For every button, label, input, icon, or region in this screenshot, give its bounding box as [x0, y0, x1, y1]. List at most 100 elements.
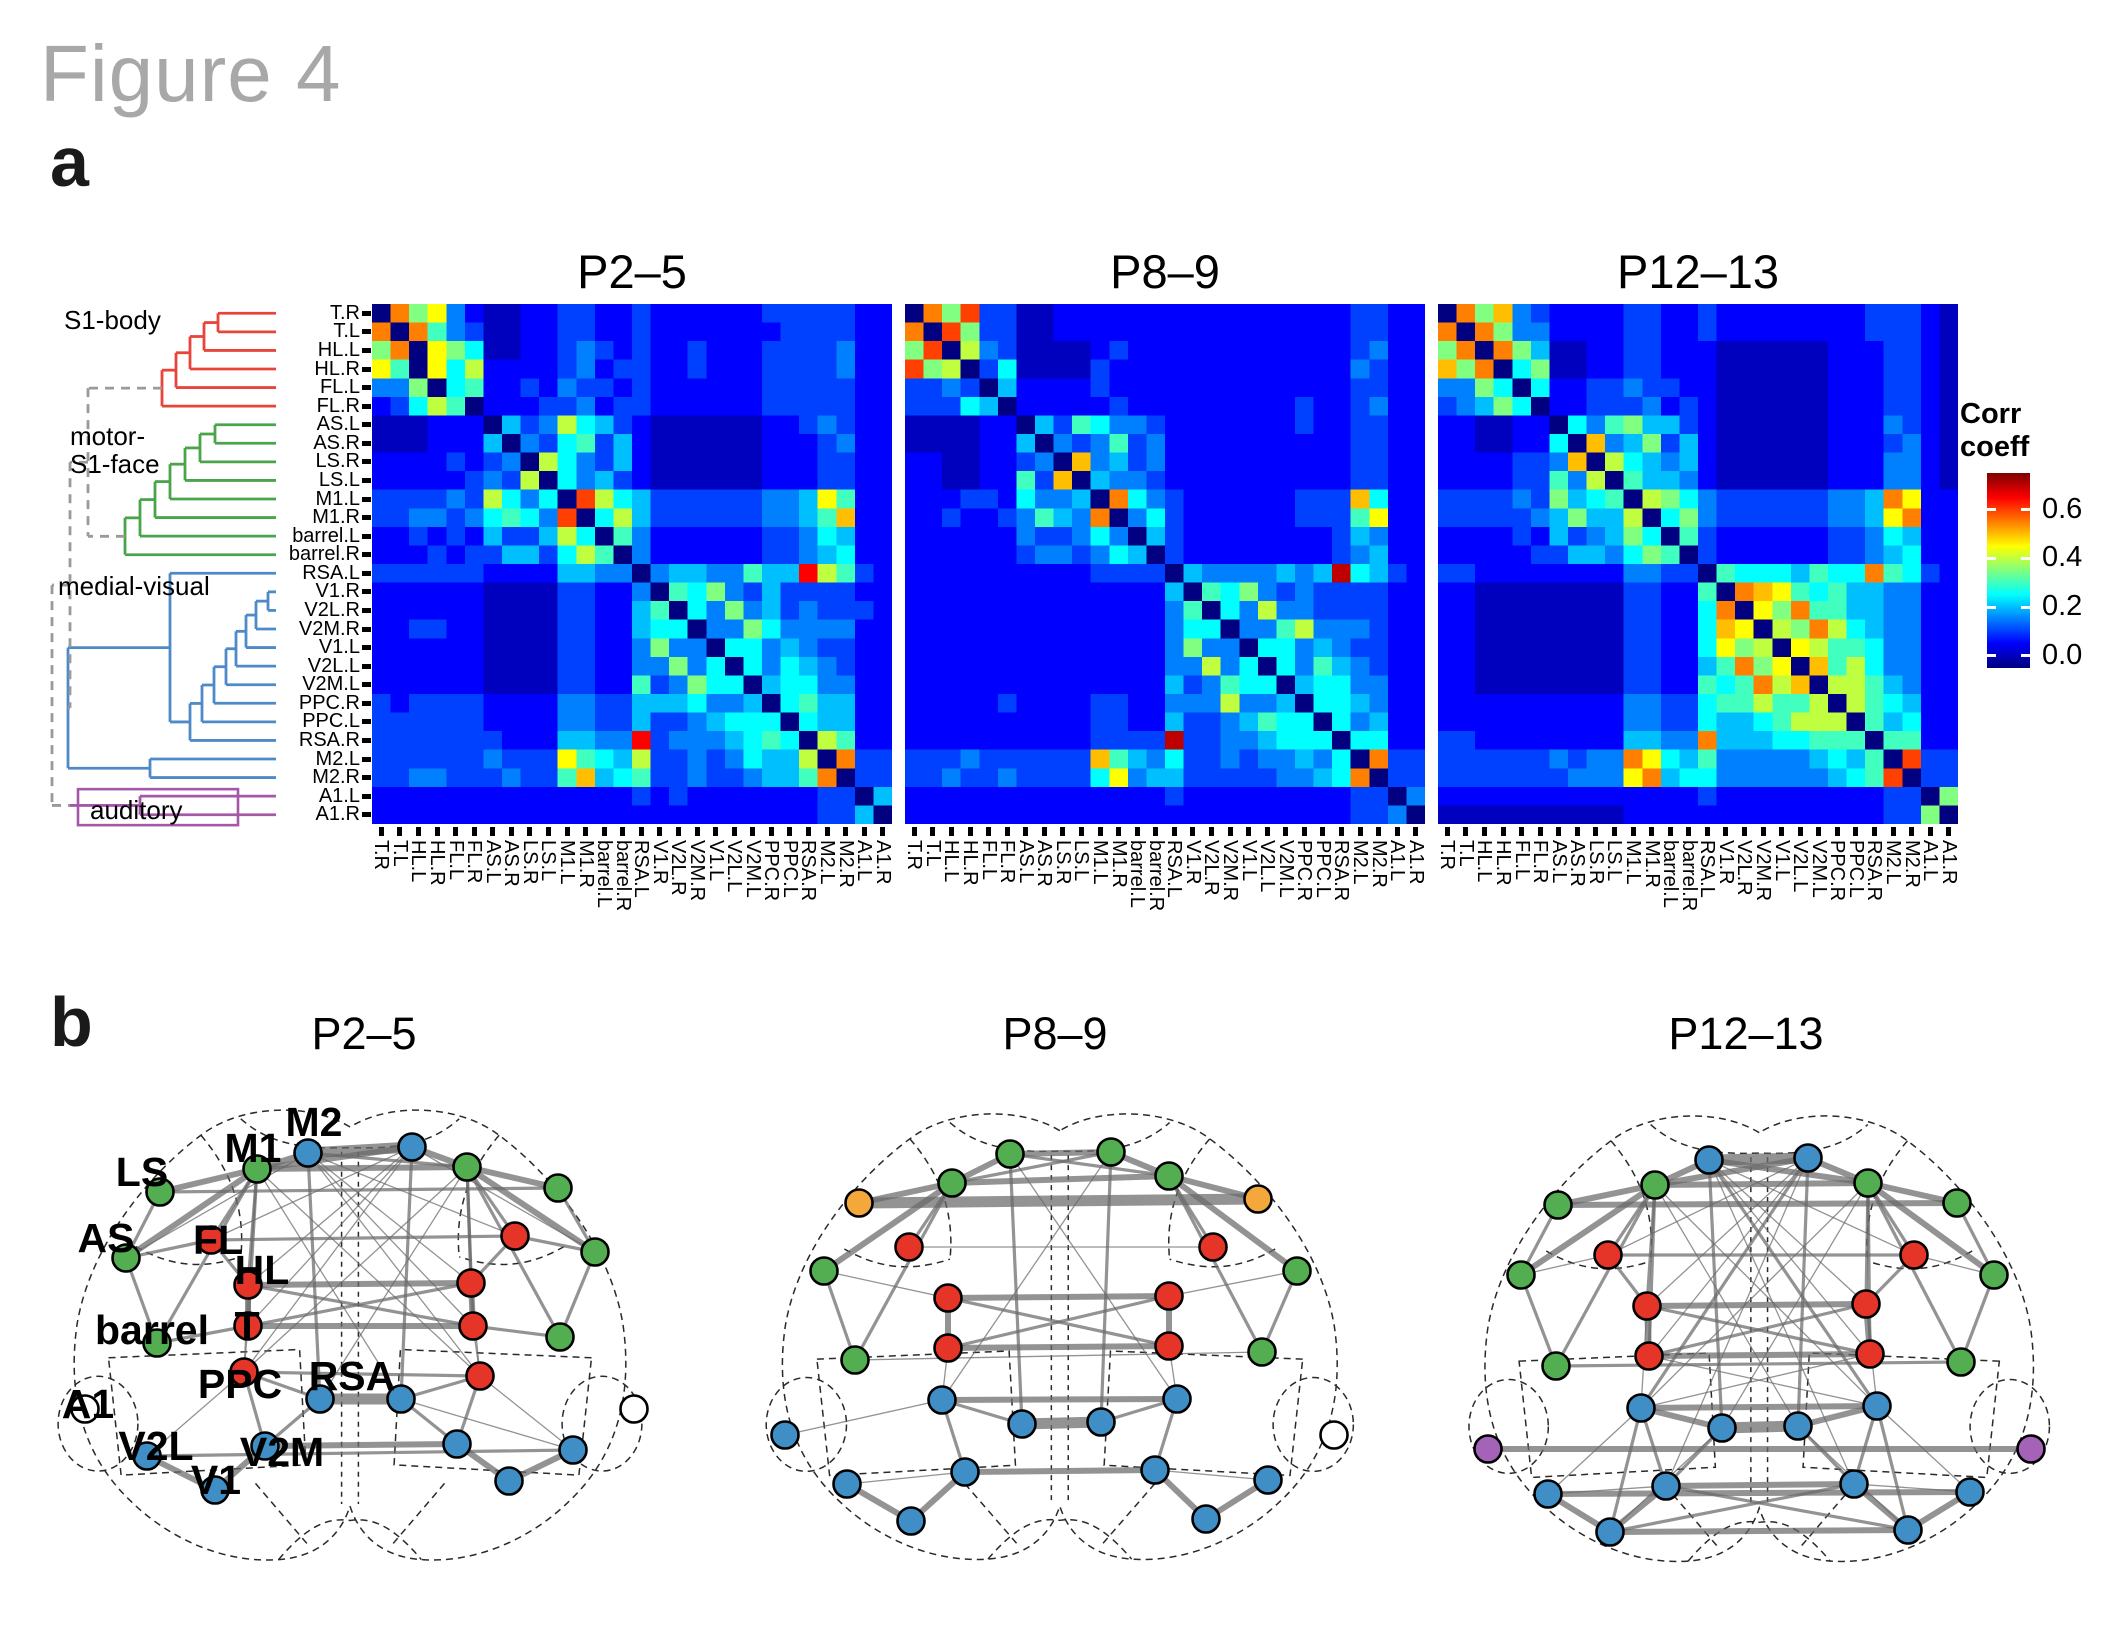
- col-tick: [750, 827, 756, 836]
- col-tick: [911, 827, 917, 836]
- network-node-V1.L: [1595, 1517, 1625, 1547]
- colorbar-tick-mark: [2021, 556, 2030, 560]
- network-edge: [823, 1270, 949, 1299]
- network-edge: [1519, 1273, 1558, 1368]
- network-edge: [1607, 1157, 1809, 1256]
- colorbar-tick-mark: [2021, 605, 2030, 609]
- col-label-M1.L: M1.L: [556, 840, 578, 885]
- row-tick: [362, 533, 371, 539]
- colorbar-tick-mark: [1987, 556, 1996, 560]
- area-label-HL: HL: [235, 1247, 290, 1293]
- col-tick: [1041, 827, 1047, 836]
- network-edge: [400, 1398, 574, 1451]
- col-tick: [378, 827, 384, 836]
- network-node-A1.R: [1319, 1420, 1349, 1450]
- network-edge: [1875, 1404, 1910, 1532]
- col-tick: [471, 827, 477, 836]
- network-node-AS.R: [1282, 1256, 1312, 1286]
- row-tick: [362, 329, 371, 335]
- network-edge: [254, 1164, 470, 1172]
- col-tick: [1134, 827, 1140, 836]
- network-edge: [465, 1165, 562, 1339]
- network-edge: [247, 1146, 413, 1286]
- row-tick: [362, 366, 371, 372]
- col-tick: [1264, 827, 1270, 836]
- col-tick: [1190, 827, 1196, 836]
- network-edge: [846, 1471, 966, 1485]
- row-tick: [362, 570, 371, 576]
- network-edge: [941, 1151, 1112, 1401]
- row-label-HL.R: HL.R: [314, 357, 360, 380]
- network-edge: [1545, 1489, 1973, 1497]
- col-tick: [1537, 827, 1543, 836]
- col-label-V2M.R: V2M.R: [1219, 840, 1241, 902]
- network-node-T.L: [933, 1333, 963, 1363]
- network-node-V2L.L: [132, 1441, 162, 1471]
- row-tick: [362, 812, 371, 818]
- col-tick: [1816, 827, 1822, 836]
- col-tick: [731, 827, 737, 836]
- area-label-V1: V1: [191, 1457, 241, 1503]
- network-title-p8-9: P8–9: [1002, 1008, 1108, 1059]
- network-node-AS.L: [111, 1243, 141, 1273]
- col-tick: [805, 827, 811, 836]
- network-edge: [1647, 1302, 1868, 1358]
- network-edge: [1167, 1174, 1264, 1354]
- col-tick: [620, 827, 626, 836]
- figure-title: Figure 4: [40, 29, 342, 118]
- col-tick: [1723, 827, 1729, 836]
- col-tick: [1023, 827, 1029, 836]
- row-label-LS.L: LS.L: [318, 468, 360, 491]
- network-node-A1.R: [2016, 1434, 2046, 1464]
- col-label-M1.L: M1.L: [1089, 840, 1111, 885]
- col-tick: [1338, 827, 1344, 836]
- col-tick: [967, 827, 973, 836]
- col-tick: [1444, 827, 1450, 836]
- network-node-PPC.R: [465, 1361, 495, 1391]
- col-tick: [1946, 827, 1952, 836]
- cluster-label-s1-body: S1-body: [64, 305, 161, 335]
- col-tick: [1704, 827, 1710, 836]
- col-tick: [1116, 827, 1122, 836]
- panel-a-label: a: [50, 123, 89, 201]
- network-node-T.L: [233, 1311, 263, 1341]
- network-edge: [145, 1448, 575, 1458]
- network-edge: [146, 1371, 245, 1457]
- col-tick: [545, 827, 551, 836]
- network-edge: [784, 1399, 943, 1436]
- row-tick: [362, 737, 371, 743]
- network-node-V2L.L: [832, 1469, 862, 1499]
- network-edge: [1518, 1182, 1658, 1278]
- network-edge: [1640, 1182, 1869, 1409]
- col-tick: [415, 827, 421, 836]
- network-node-AS.R: [1979, 1260, 2009, 1290]
- network-node-M1.R: [452, 1152, 482, 1182]
- col-label-M2.L: M2.L: [816, 840, 838, 885]
- col-tick: [1667, 827, 1673, 836]
- row-tick: [362, 422, 371, 428]
- colorbar-tick-mark: [1987, 508, 1996, 512]
- row-label-V2L.L: V2L.L: [307, 654, 360, 677]
- network-edge: [1664, 1484, 1910, 1532]
- row-label-M2.R: M2.R: [312, 766, 360, 789]
- col-tick: [694, 827, 700, 836]
- network-edge: [853, 1181, 954, 1362]
- col-tick: [1004, 827, 1010, 836]
- colorbar-title: Corr coeff: [1960, 398, 2030, 463]
- col-tick: [490, 827, 496, 836]
- col-tick: [638, 827, 644, 836]
- network-node-M2.L: [995, 1139, 1025, 1169]
- col-tick: [1593, 827, 1599, 836]
- col-tick: [508, 827, 514, 836]
- network-edge: [1959, 1273, 1996, 1364]
- network-node-M1.L: [1640, 1170, 1670, 1200]
- network-node-barrel.R: [1247, 1337, 1277, 1367]
- col-label-V2M.R: V2M.R: [1752, 840, 1774, 902]
- network-edge: [939, 1396, 1180, 1403]
- network-edge: [306, 1151, 469, 1169]
- network-node-V2M.L: [950, 1457, 980, 1487]
- col-tick: [1519, 827, 1525, 836]
- col-label-M2.L: M2.L: [1349, 840, 1371, 885]
- area-label-V2M: V2M: [240, 1429, 324, 1475]
- network-edge: [1654, 1184, 1878, 1407]
